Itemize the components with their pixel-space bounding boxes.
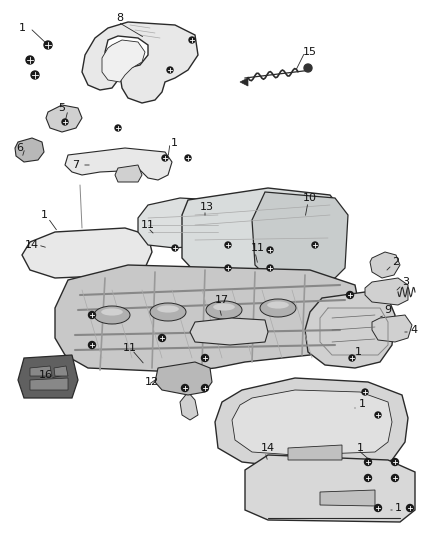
Circle shape xyxy=(26,56,34,64)
Polygon shape xyxy=(305,292,395,368)
Text: 1: 1 xyxy=(354,347,361,357)
Text: 1: 1 xyxy=(358,399,365,409)
Circle shape xyxy=(406,505,413,512)
Polygon shape xyxy=(30,366,52,376)
Polygon shape xyxy=(370,252,400,278)
Circle shape xyxy=(392,458,399,465)
Circle shape xyxy=(201,384,208,392)
Polygon shape xyxy=(240,78,248,86)
Text: 8: 8 xyxy=(117,13,124,23)
Circle shape xyxy=(185,155,191,161)
Polygon shape xyxy=(288,445,342,460)
Circle shape xyxy=(115,125,121,131)
Circle shape xyxy=(88,311,95,319)
Text: 11: 11 xyxy=(123,343,137,353)
Circle shape xyxy=(62,119,68,125)
Circle shape xyxy=(304,64,312,72)
Ellipse shape xyxy=(101,309,123,316)
Text: 15: 15 xyxy=(303,47,317,57)
Polygon shape xyxy=(215,378,408,468)
Text: 1: 1 xyxy=(18,23,25,33)
Circle shape xyxy=(312,242,318,248)
Text: 10: 10 xyxy=(303,193,317,203)
Text: 5: 5 xyxy=(59,103,66,113)
Circle shape xyxy=(189,37,195,43)
Circle shape xyxy=(172,245,178,251)
Circle shape xyxy=(349,355,355,361)
Polygon shape xyxy=(102,40,145,82)
Circle shape xyxy=(88,342,95,349)
Polygon shape xyxy=(22,228,152,278)
Text: 7: 7 xyxy=(72,160,80,170)
Circle shape xyxy=(44,41,52,49)
Circle shape xyxy=(392,474,399,481)
Text: 1: 1 xyxy=(357,443,364,453)
Ellipse shape xyxy=(206,301,242,319)
Text: 1: 1 xyxy=(395,503,402,513)
Polygon shape xyxy=(82,22,198,103)
Text: 17: 17 xyxy=(215,295,229,305)
Text: 2: 2 xyxy=(392,257,399,267)
Polygon shape xyxy=(190,318,268,345)
Text: 1: 1 xyxy=(40,210,47,220)
Polygon shape xyxy=(54,366,68,376)
Text: 3: 3 xyxy=(403,277,410,287)
Ellipse shape xyxy=(150,303,186,321)
Polygon shape xyxy=(18,355,78,398)
Circle shape xyxy=(201,354,208,361)
Ellipse shape xyxy=(94,306,130,324)
Polygon shape xyxy=(182,188,342,278)
Circle shape xyxy=(167,67,173,73)
Circle shape xyxy=(267,247,273,253)
Polygon shape xyxy=(115,165,142,182)
Circle shape xyxy=(346,292,353,298)
Circle shape xyxy=(225,265,231,271)
Polygon shape xyxy=(232,390,392,455)
Polygon shape xyxy=(180,392,198,420)
Ellipse shape xyxy=(157,305,179,312)
Polygon shape xyxy=(155,362,212,395)
Text: 4: 4 xyxy=(410,325,417,335)
Ellipse shape xyxy=(267,301,289,309)
Polygon shape xyxy=(15,138,44,162)
Polygon shape xyxy=(55,265,360,372)
Circle shape xyxy=(181,384,188,392)
Polygon shape xyxy=(320,490,375,506)
Polygon shape xyxy=(65,148,172,180)
Text: 14: 14 xyxy=(261,443,275,453)
Text: 9: 9 xyxy=(385,305,392,315)
Circle shape xyxy=(267,265,273,271)
Text: 13: 13 xyxy=(200,202,214,212)
Circle shape xyxy=(225,242,231,248)
Text: 11: 11 xyxy=(141,220,155,230)
Polygon shape xyxy=(46,105,82,132)
Polygon shape xyxy=(245,455,415,522)
Circle shape xyxy=(375,412,381,418)
Ellipse shape xyxy=(213,303,235,311)
Circle shape xyxy=(364,458,371,465)
Polygon shape xyxy=(138,198,222,248)
Circle shape xyxy=(159,335,166,342)
Circle shape xyxy=(362,389,368,395)
Circle shape xyxy=(374,505,381,512)
Polygon shape xyxy=(372,315,412,342)
Ellipse shape xyxy=(260,299,296,317)
Circle shape xyxy=(162,155,168,161)
Text: 1: 1 xyxy=(170,138,177,148)
Text: 12: 12 xyxy=(145,377,159,387)
Circle shape xyxy=(31,71,39,79)
Text: 16: 16 xyxy=(39,370,53,380)
Polygon shape xyxy=(30,378,68,390)
Text: 6: 6 xyxy=(17,143,24,153)
Polygon shape xyxy=(365,278,408,305)
Text: 11: 11 xyxy=(251,243,265,253)
Polygon shape xyxy=(252,192,348,278)
Text: 14: 14 xyxy=(25,240,39,250)
Circle shape xyxy=(364,474,371,481)
